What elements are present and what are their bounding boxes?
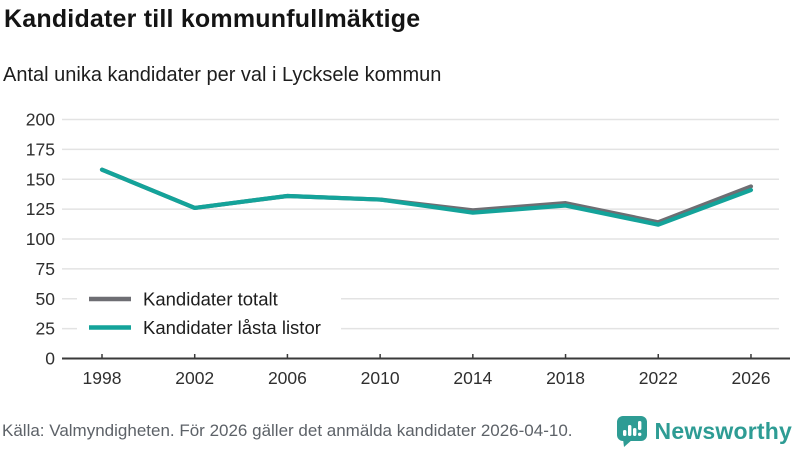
y-tick-label: 75 [36, 259, 55, 279]
y-tick-label: 0 [45, 349, 55, 369]
x-tick-label: 2006 [268, 368, 307, 388]
legend-label: Kandidater låsta listor [143, 317, 321, 338]
y-tick-label: 200 [26, 110, 55, 130]
newsworthy-logo[interactable]: Newsworthy [616, 415, 792, 448]
y-tick-label: 50 [36, 289, 56, 309]
y-tick-label: 100 [26, 229, 55, 249]
legend-label: Kandidater totalt [143, 289, 278, 310]
y-tick-label: 25 [36, 319, 55, 339]
x-tick-label: 2010 [361, 368, 400, 388]
x-tick-label: 2002 [175, 368, 214, 388]
y-tick-label: 150 [26, 169, 55, 189]
x-tick-label: 2022 [639, 368, 678, 388]
y-tick-label: 175 [26, 139, 55, 159]
x-tick-label: 2018 [546, 368, 585, 388]
y-tick-label: 125 [26, 199, 55, 219]
x-tick-label: 1998 [83, 368, 122, 388]
newsworthy-bubble-icon [616, 415, 647, 447]
newsworthy-wordmark: Newsworthy [654, 417, 792, 444]
x-tick-label: 2014 [453, 368, 492, 388]
series-line [99, 167, 754, 225]
series-line [99, 167, 754, 227]
chart-subtitle: Antal unika kandidater per val i Lycksel… [3, 64, 442, 86]
chart-title: Kandidater till kommunfullmäktige [4, 5, 421, 33]
chart-footer: Källa: Valmyndigheten. För 2026 gäller d… [0, 412, 800, 450]
source-note: Källa: Valmyndigheten. För 2026 gäller d… [2, 421, 573, 440]
x-tick-label: 2026 [732, 368, 771, 388]
